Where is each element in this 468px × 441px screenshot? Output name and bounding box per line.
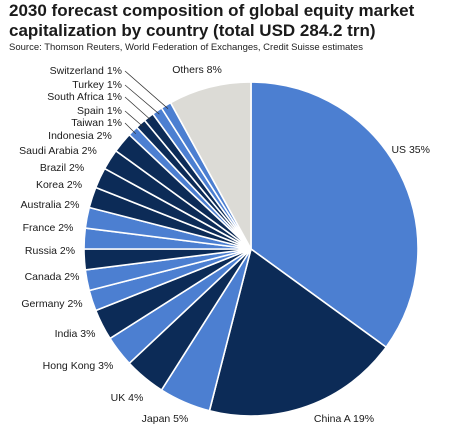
leader-line <box>124 70 169 109</box>
leader-line <box>124 122 136 134</box>
slice-label: Germany 2% <box>21 298 82 310</box>
slice-label: Hong Kong 3% <box>43 360 114 372</box>
slice-label: Saudi Arabia 2% <box>19 145 97 157</box>
slice-label: Indonesia 2% <box>48 130 112 142</box>
slice-label: Brazil 2% <box>40 162 84 174</box>
chart-title: 2030 forecast composition of global equi… <box>9 1 464 41</box>
slice-label: Korea 2% <box>36 179 82 191</box>
leader-line <box>124 96 152 121</box>
slice-label: China A 19% <box>314 413 374 425</box>
pie-slices <box>83 81 419 417</box>
slice-label: Japan 5% <box>142 413 189 425</box>
slice-label: Australia 2% <box>21 199 80 211</box>
pie-slice <box>208 248 387 417</box>
slice-label: US 35% <box>391 144 430 156</box>
slice-label: Spain 1% <box>77 105 122 117</box>
slice-label: Turkey 1% <box>72 79 122 91</box>
chart-title-line-1: 2030 forecast composition of global equi… <box>9 1 415 20</box>
leader-line <box>124 84 160 115</box>
slice-label: Russia 2% <box>25 245 75 257</box>
slice-label: Others 8% <box>172 64 222 76</box>
slice-label: UK 4% <box>111 392 144 404</box>
slice-label: Taiwan 1% <box>71 117 122 129</box>
leader-line <box>124 110 144 127</box>
pie-slice <box>250 81 419 348</box>
chart-title-line-2: capitalization by country (total USD 284… <box>9 21 376 40</box>
slice-label: Canada 2% <box>25 271 80 283</box>
leader-lines <box>124 70 169 134</box>
chart-source: Source: Thomson Reuters, World Federatio… <box>9 42 363 53</box>
slice-label: France 2% <box>23 222 74 234</box>
slice-label: Switzerland 1% <box>50 65 122 77</box>
slice-label: South Africa 1% <box>47 91 122 103</box>
slice-label: India 3% <box>55 328 96 340</box>
slice-labels: US 35% China A 19% Japan 5% UK 4% Hong Kong … <box>19 64 430 425</box>
pie-slice <box>169 81 252 250</box>
